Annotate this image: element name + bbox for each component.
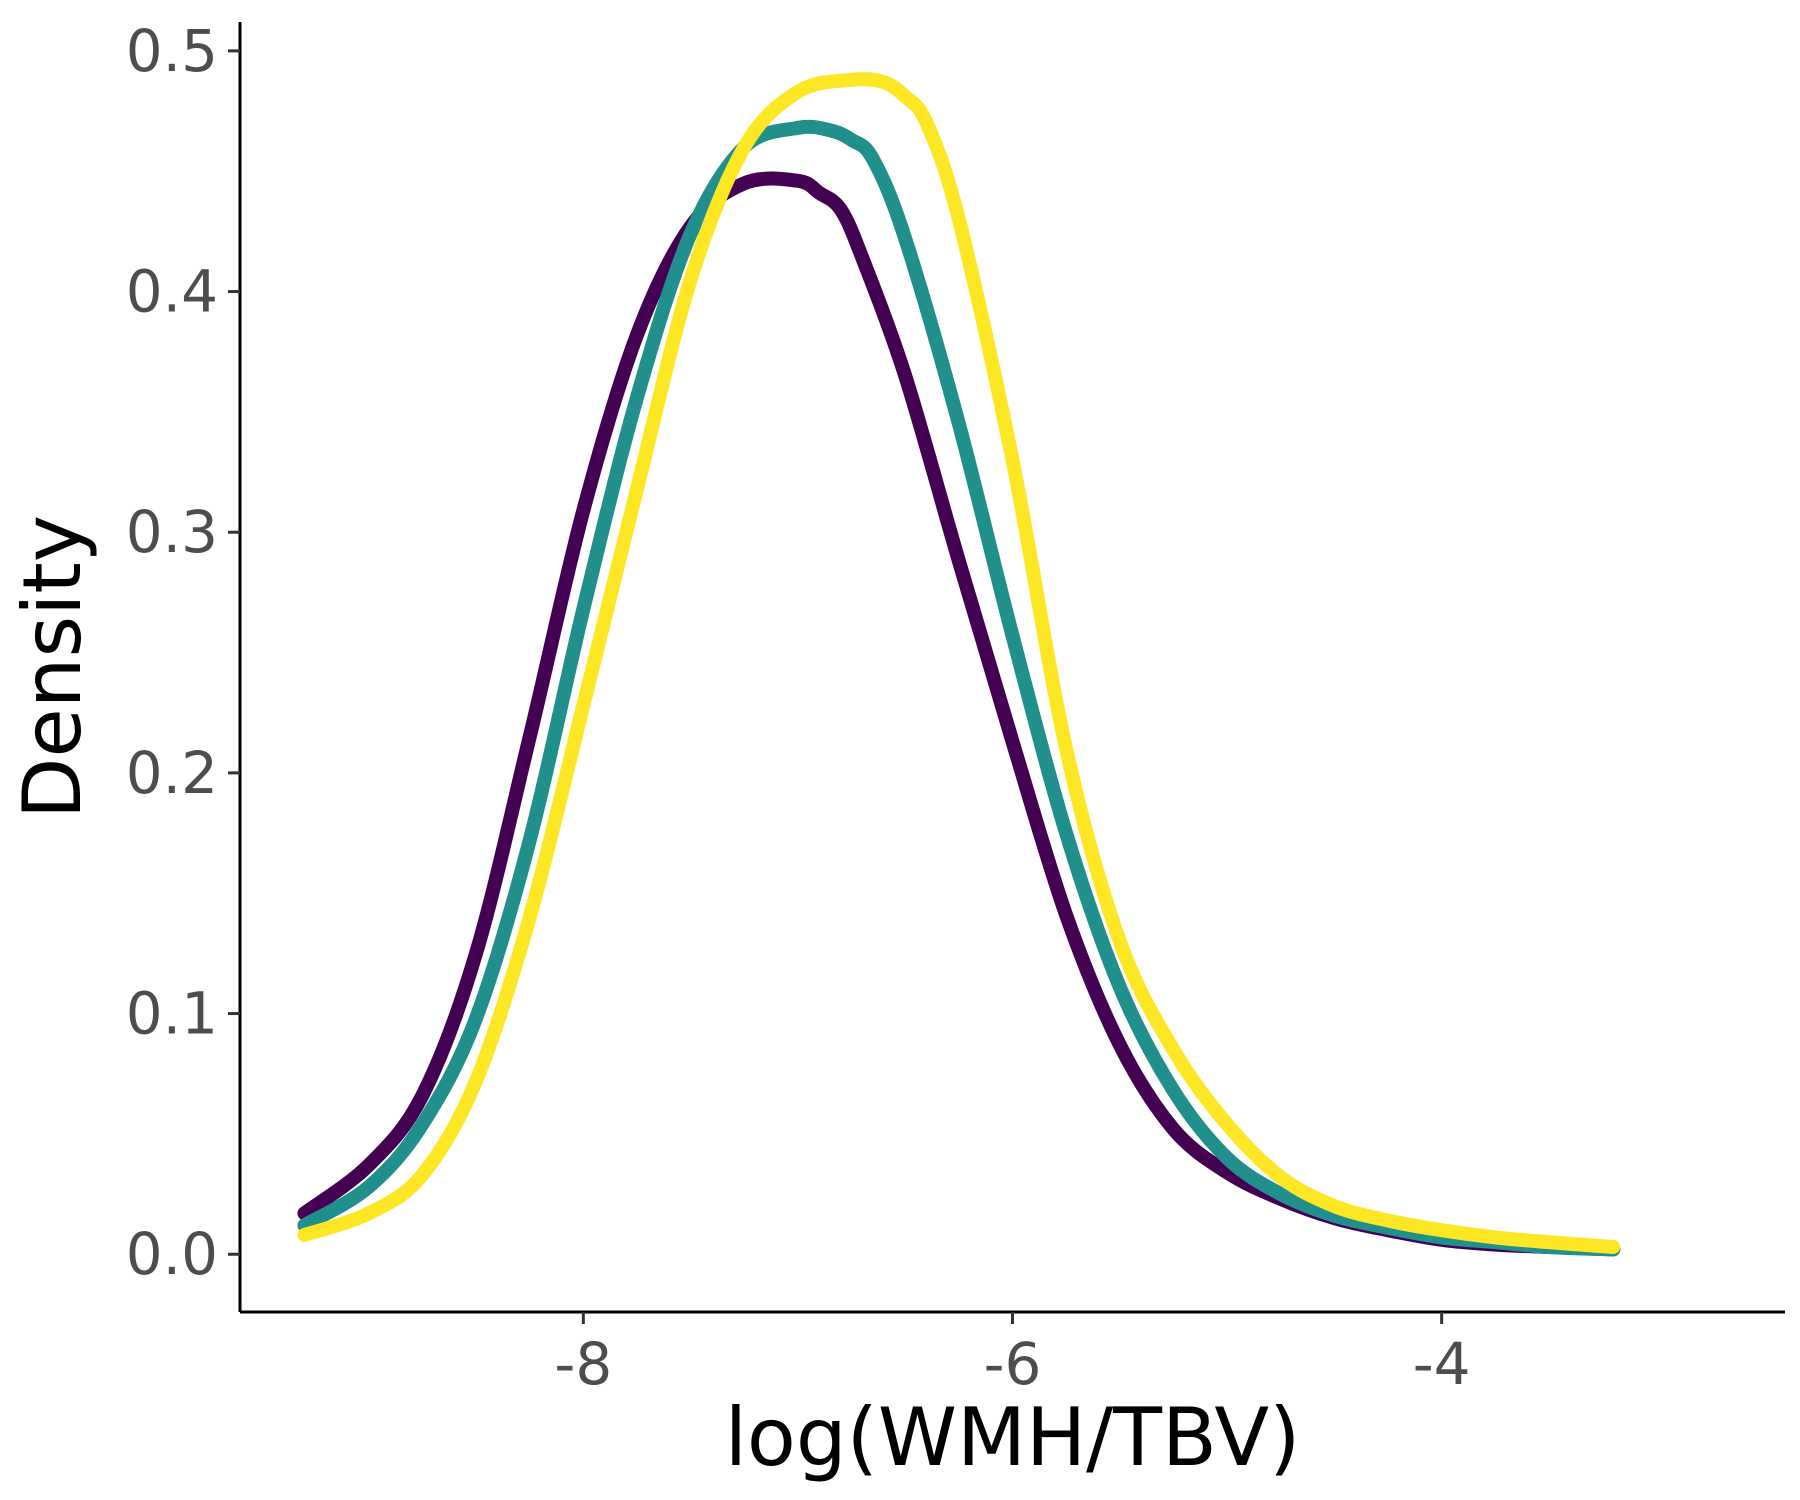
y-tick-label: 0.5 [126,17,218,85]
x-tick-label: -8 [554,1330,612,1398]
y-tick-label: 0.2 [126,739,218,807]
y-tick-label: 0.4 [126,258,218,326]
series-layer [297,72,1621,1257]
x-axis-title: log(WMH/TBV) [725,1391,1301,1484]
axis-layer: 0.0 0.1 0.2 0.3 0.4 0.5 -8 -6 -4 [126,17,1785,1398]
x-tick-label: -4 [1413,1330,1471,1398]
density-line-2 [297,119,1621,1257]
y-axis-title: Density [6,515,99,819]
y-tick-label: 0.3 [126,498,218,566]
density-line-3 [297,72,1621,1254]
x-tick-label: -6 [984,1330,1042,1398]
y-tick-label: 0.0 [126,1220,218,1288]
y-tick-label: 0.1 [126,980,218,1048]
density-line-1 [297,171,1621,1257]
